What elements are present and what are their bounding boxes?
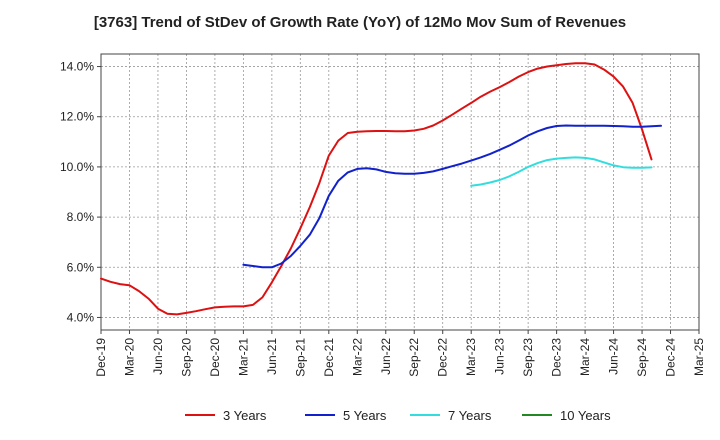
series-layer	[100, 62, 662, 316]
y-tick-label: 12.0%	[60, 110, 94, 124]
y-tick-label: 4.0%	[67, 310, 95, 324]
x-tick-label: Dec-22	[436, 338, 450, 377]
series-line-7-years	[470, 156, 653, 187]
x-tick-label: Mar-23	[464, 338, 478, 376]
x-tick-label: Dec-21	[322, 338, 336, 377]
legend: 3 Years 5 Years 7 Years 10 Years	[185, 408, 611, 423]
x-tick-label: Jun-24	[607, 338, 621, 375]
x-tick-label: Dec-23	[550, 338, 564, 377]
x-tick-label: Jun-23	[493, 338, 507, 375]
legend-label: 10 Years	[560, 408, 611, 423]
x-tick-label: Mar-21	[236, 338, 250, 376]
y-tick-label: 10.0%	[60, 160, 94, 174]
plot-frame	[100, 53, 700, 331]
x-tick-label: Dec-19	[94, 338, 108, 377]
x-tick-label: Dec-20	[208, 338, 222, 377]
y-tick-label: 6.0%	[67, 260, 95, 274]
series-line-5-years	[242, 124, 662, 269]
y-tick-label: 8.0%	[67, 210, 95, 224]
x-tick-label: Sep-23	[521, 338, 535, 377]
y-axis: 4.0% 6.0% 8.0% 10.0% 12.0% 14.0%	[60, 60, 101, 324]
x-tick-label: Mar-20	[122, 338, 136, 376]
x-axis: Dec-19 Mar-20 Jun-20 Sep-20 Dec-20 Mar-21 Jun-…	[94, 330, 706, 377]
legend-label: 5 Years	[343, 408, 387, 423]
x-tick-label: Sep-20	[179, 338, 193, 377]
x-tick-label: Mar-25	[692, 338, 706, 376]
x-tick-label: Sep-22	[407, 338, 421, 377]
series-line-3-years	[100, 62, 653, 316]
legend-label: 7 Years	[448, 408, 492, 423]
grid-layer	[101, 54, 699, 330]
x-tick-label: Mar-22	[350, 338, 364, 376]
x-tick-label: Jun-21	[265, 338, 279, 375]
x-tick-label: Jun-20	[151, 338, 165, 375]
x-tick-label: Sep-24	[635, 338, 649, 377]
x-tick-label: Mar-24	[578, 338, 592, 376]
x-tick-label: Sep-21	[293, 338, 307, 377]
legend-label: 3 Years	[223, 408, 267, 423]
y-tick-label: 14.0%	[60, 60, 94, 74]
x-tick-label: Dec-24	[664, 338, 678, 377]
x-tick-label: Jun-22	[379, 338, 393, 375]
chart-title: [3763] Trend of StDev of Growth Rate (Yo…	[93, 14, 627, 31]
